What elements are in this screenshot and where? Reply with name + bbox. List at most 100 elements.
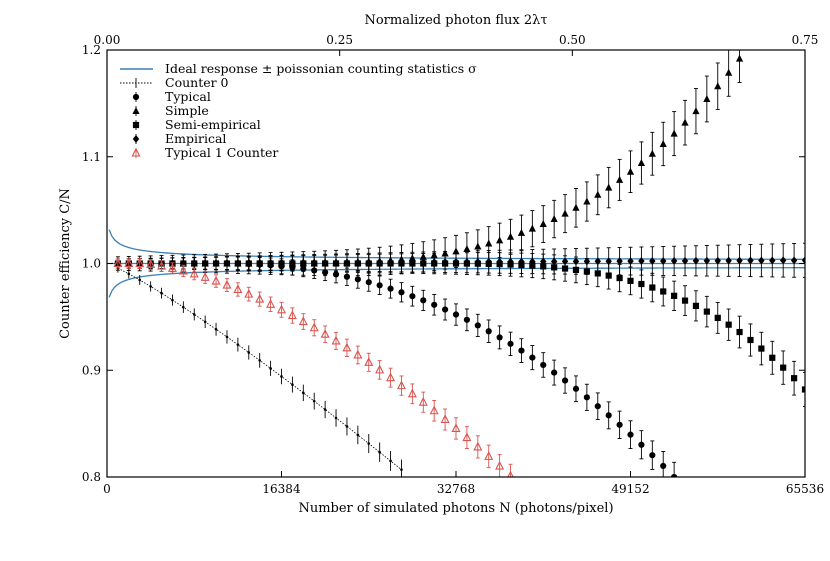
data-point: [725, 256, 732, 265]
legend-label: Semi-empirical: [165, 117, 261, 132]
data-point: [245, 258, 252, 267]
data-point: [659, 139, 667, 147]
ideal-lower-sigma: [108, 267, 805, 298]
data-point: [430, 258, 438, 267]
data-point: [605, 257, 612, 266]
data-point: [736, 328, 743, 336]
data-point: [616, 274, 623, 282]
data-point: [692, 107, 700, 115]
data-point: [648, 149, 656, 157]
data-point: [267, 258, 274, 267]
data-point: [180, 259, 187, 268]
data-series: [113, 50, 805, 477]
data-point: [244, 288, 254, 298]
data-point: [332, 258, 340, 267]
top-x-tick-label: 0.50: [559, 33, 586, 47]
legend-label: Simple: [165, 103, 209, 118]
data-point: [441, 257, 449, 266]
data-point: [201, 259, 209, 268]
data-point: [418, 396, 428, 406]
data-point: [572, 203, 580, 211]
data-point: [234, 258, 242, 267]
data-point: [452, 257, 460, 266]
data-point: [376, 282, 383, 289]
data-point: [178, 265, 188, 275]
data-point: [429, 405, 439, 415]
data-point: [540, 361, 547, 369]
data-point: [309, 322, 319, 332]
data-point: [463, 245, 471, 253]
data-point: [342, 342, 352, 352]
data-point: [495, 460, 505, 470]
data-point: [484, 451, 494, 460]
data-point: [463, 257, 471, 266]
data-point: [474, 322, 481, 329]
data-point: [616, 421, 623, 428]
data-point: [517, 228, 526, 236]
data-point: [637, 158, 646, 166]
data-point: [725, 68, 733, 76]
data-point: [615, 175, 624, 183]
data-point: [135, 258, 145, 268]
data-point: [200, 272, 210, 281]
data-point: [681, 118, 689, 126]
ideal-upper-sigma: [108, 229, 805, 260]
data-point: [801, 386, 805, 393]
data-point: [594, 257, 601, 266]
data-point: [769, 256, 776, 265]
data-point: [113, 258, 123, 268]
data-point: [354, 258, 362, 267]
data-point: [451, 423, 461, 432]
axis-ticks: 0 16384 32768 49152 65536 0.8 0.9 1.0 1.1 1.20.00…: [82, 33, 824, 496]
data-point: [331, 335, 341, 345]
top-x-tick-label: 0.75: [792, 33, 819, 47]
data-point: [441, 306, 449, 313]
data-point: [605, 412, 612, 419]
y-tick-label: 1.2: [82, 43, 101, 57]
data-point: [506, 232, 515, 240]
data-point: [703, 308, 710, 315]
data-point: [670, 256, 678, 265]
data-point: [364, 357, 374, 366]
x-axis-title: Number of simulated photons N (photons/p…: [298, 501, 613, 516]
data-point: [801, 256, 805, 265]
data-point: [409, 258, 416, 267]
data-point: [561, 257, 569, 266]
data-point: [223, 258, 231, 267]
data-point: [365, 279, 372, 286]
data-point: [496, 257, 503, 266]
top-x-axis-title: Normalized photon flux 2λτ: [364, 13, 547, 28]
data-point: [387, 285, 394, 292]
data-point: [189, 268, 199, 278]
data-point: [780, 364, 787, 371]
data-point: [211, 275, 221, 285]
x-tick-label: 65536: [786, 482, 824, 496]
data-point: [496, 236, 504, 244]
y-tick-label: 1.1: [82, 150, 101, 164]
data-point: [627, 277, 634, 284]
data-point: [507, 257, 514, 266]
data-point: [463, 316, 471, 323]
data-point: [561, 377, 569, 384]
data-point: [714, 314, 721, 321]
data-point: [703, 256, 711, 265]
data-point: [387, 258, 394, 267]
legend-label: Typical: [165, 89, 211, 104]
data-point: [191, 259, 198, 268]
data-point: [649, 452, 656, 459]
data-point: [670, 129, 678, 137]
data-point: [255, 293, 265, 303]
data-point: [660, 256, 667, 265]
data-point: [758, 345, 765, 352]
data-point: [124, 258, 134, 268]
data-point: [649, 284, 656, 291]
data-point: [287, 310, 297, 320]
data-point: [594, 403, 601, 410]
data-point: [256, 258, 263, 267]
data-point: [300, 258, 307, 267]
data-point: [485, 328, 492, 335]
x-tick-label: 0: [103, 482, 111, 496]
data-point: [758, 256, 765, 265]
legend-marker: [132, 121, 140, 129]
